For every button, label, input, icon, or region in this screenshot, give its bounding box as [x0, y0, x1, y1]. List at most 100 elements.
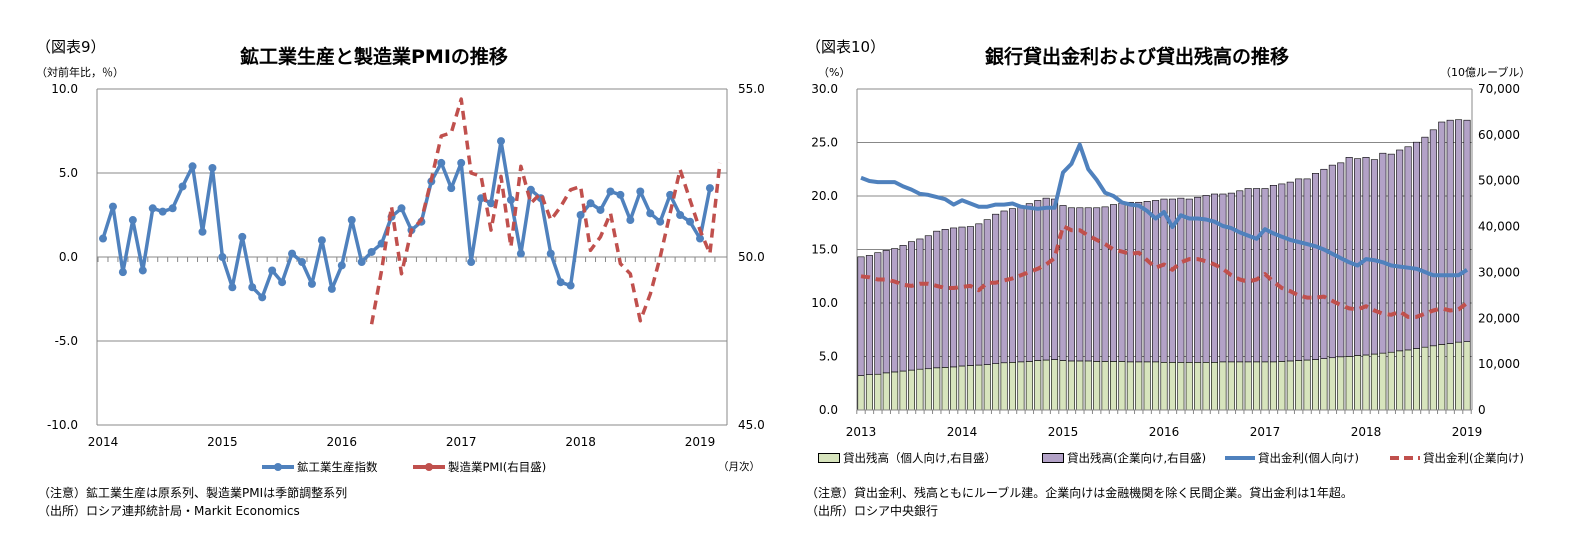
y2-tick-label: 20,000	[1478, 311, 1520, 325]
y2-tick-label: 55.0	[738, 82, 765, 96]
left-figure-label: （図表9）	[36, 38, 106, 56]
bar-individual-balance	[1295, 360, 1303, 411]
bar-corporate-balance	[1244, 188, 1252, 363]
bar-corporate-balance	[1067, 207, 1075, 362]
y2-tick-label: 70,000	[1478, 82, 1520, 96]
bar-individual-balance	[933, 367, 941, 411]
legend-label: 貸出残高（個人向け,右目盛）	[843, 451, 997, 465]
production-point	[606, 187, 615, 196]
bar-corporate-balance	[1000, 210, 1008, 364]
x-tick-label: 2018	[1351, 425, 1382, 439]
bar-corporate-balance	[1295, 178, 1303, 361]
y-tick-label: 10.0	[51, 82, 78, 96]
bar-corporate-balance	[874, 252, 882, 375]
bar-corporate-balance	[1396, 149, 1404, 352]
y-tick-label: 25.0	[811, 136, 838, 150]
bar-corporate-balance	[933, 230, 941, 369]
left-source: （出所）ロシア連邦統計局・Markit Economics	[38, 504, 300, 518]
bar-individual-balance	[1421, 346, 1429, 411]
bar-individual-balance	[1067, 360, 1075, 411]
legend-label: 貸出金利(企業向け)	[1423, 451, 1524, 465]
production-point	[457, 158, 466, 167]
bar-corporate-balance	[1438, 121, 1446, 345]
bar-individual-balance	[1202, 362, 1210, 411]
bar-individual-balance	[1110, 361, 1118, 411]
legend-dash-marker-icon	[413, 463, 445, 471]
bar-corporate-balance	[1194, 196, 1202, 363]
bar-individual-balance	[907, 369, 915, 411]
bar-corporate-balance	[1143, 201, 1151, 363]
production-point	[278, 278, 287, 287]
legend-dash-icon	[1390, 456, 1420, 460]
bar-corporate-balance	[1269, 185, 1277, 363]
production-point	[258, 293, 267, 302]
production-point	[268, 266, 277, 275]
bar-individual-balance	[1034, 360, 1042, 411]
bar-corporate-balance	[865, 255, 873, 375]
bar-corporate-balance	[1034, 200, 1042, 361]
production-point	[616, 190, 625, 199]
bar-corporate-balance	[907, 241, 915, 371]
production-point	[676, 211, 685, 219]
production-point	[148, 204, 157, 213]
y2-tick-label: 40,000	[1478, 220, 1520, 234]
bar-corporate-balance	[1152, 200, 1160, 363]
production-point	[248, 283, 257, 292]
production-point	[168, 204, 177, 213]
production-point	[506, 195, 515, 204]
bar-individual-balance	[1278, 361, 1286, 411]
bar-corporate-balance	[983, 219, 991, 365]
bar-individual-balance	[1438, 344, 1446, 411]
bar-corporate-balance	[1110, 204, 1118, 362]
x-tick-label: 2018	[565, 435, 596, 449]
bar-individual-balance	[1084, 360, 1092, 411]
bar-corporate-balance	[916, 238, 924, 370]
bar-individual-balance	[941, 367, 949, 411]
production-point	[586, 199, 595, 208]
bar-individual-balance	[1236, 361, 1244, 411]
bar-individual-balance	[1076, 360, 1084, 411]
bar-corporate-balance	[975, 223, 983, 366]
y2-tick-label: 45.0	[738, 418, 765, 432]
production-point	[327, 284, 336, 293]
bar-corporate-balance	[1008, 208, 1016, 363]
bar-individual-balance	[1337, 356, 1345, 411]
y2-tick-label: 30,000	[1478, 265, 1520, 279]
bar-corporate-balance	[1286, 181, 1294, 362]
bar-individual-balance	[1017, 361, 1025, 411]
bar-individual-balance	[1379, 352, 1387, 411]
bar-individual-balance	[983, 364, 991, 411]
bar-individual-balance	[1328, 357, 1336, 411]
legend-label: 貸出残高(企業向け,右目盛)	[1067, 451, 1207, 465]
bar-corporate-balance	[1185, 198, 1193, 363]
production-point	[566, 281, 575, 290]
left-chart-title: 鉱工業生産と製造業PMIの推移	[240, 46, 508, 68]
x-tick-label: 2015	[207, 435, 238, 449]
corporate-rate-line	[860, 224, 1469, 319]
bar-individual-balance	[1303, 359, 1311, 411]
production-point	[128, 216, 137, 225]
bar-individual-balance	[1211, 362, 1219, 411]
bar-individual-balance	[899, 370, 907, 411]
bar-corporate-balance	[1354, 158, 1362, 356]
production-point	[397, 204, 406, 213]
bar-individual-balance	[1446, 343, 1454, 411]
legend-label: 鉱工業生産指数	[297, 460, 378, 474]
production-point	[238, 232, 247, 241]
legend-swatch-icon	[1042, 453, 1064, 463]
bar-individual-balance	[1463, 341, 1471, 411]
production-point	[337, 261, 346, 270]
bar-individual-balance	[1008, 362, 1016, 411]
production-point	[178, 182, 187, 191]
bar-corporate-balance	[1042, 197, 1050, 361]
production-point	[546, 249, 555, 258]
bar-individual-balance	[1135, 361, 1143, 411]
legend-item-individual-balance: 貸出残高（個人向け,右目盛）	[818, 450, 996, 466]
bar-individual-balance	[857, 375, 865, 411]
bar-individual-balance	[1455, 341, 1463, 411]
legend-item-production: 鉱工業生産指数	[262, 459, 378, 475]
y-tick-label: 10.0	[811, 296, 838, 310]
bar-corporate-balance	[1404, 146, 1412, 351]
bar-corporate-balance	[966, 226, 974, 366]
bar-individual-balance	[1051, 359, 1059, 411]
